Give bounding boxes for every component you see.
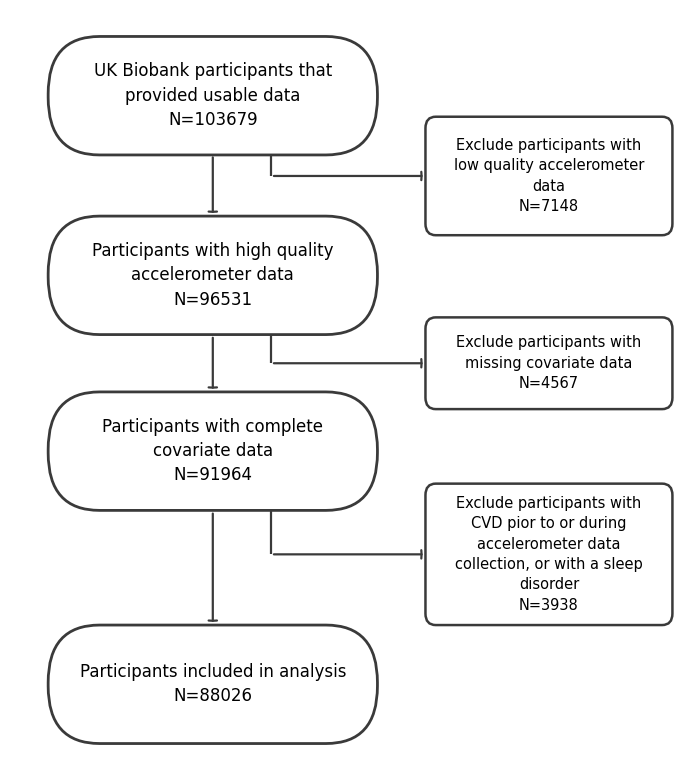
Text: Participants with high quality
accelerometer data
N=96531: Participants with high quality accelerom… <box>92 242 333 309</box>
Text: UK Biobank participants that
provided usable data
N=103679: UK Biobank participants that provided us… <box>94 62 332 129</box>
Text: Participants included in analysis
N=88026: Participants included in analysis N=8802… <box>80 663 346 705</box>
FancyBboxPatch shape <box>48 392 377 510</box>
FancyBboxPatch shape <box>426 117 673 236</box>
FancyBboxPatch shape <box>48 216 377 335</box>
FancyBboxPatch shape <box>426 484 673 625</box>
Text: Exclude participants with
missing covariate data
N=4567: Exclude participants with missing covari… <box>456 335 642 391</box>
Text: Exclude participants with
CVD pior to or during
accelerometer data
collection, o: Exclude participants with CVD pior to or… <box>455 496 643 613</box>
FancyBboxPatch shape <box>48 37 377 155</box>
FancyBboxPatch shape <box>426 317 673 409</box>
Text: Participants with complete
covariate data
N=91964: Participants with complete covariate dat… <box>102 418 323 484</box>
Text: Exclude participants with
low quality accelerometer
data
N=7148: Exclude participants with low quality ac… <box>454 138 644 214</box>
FancyBboxPatch shape <box>48 625 377 743</box>
